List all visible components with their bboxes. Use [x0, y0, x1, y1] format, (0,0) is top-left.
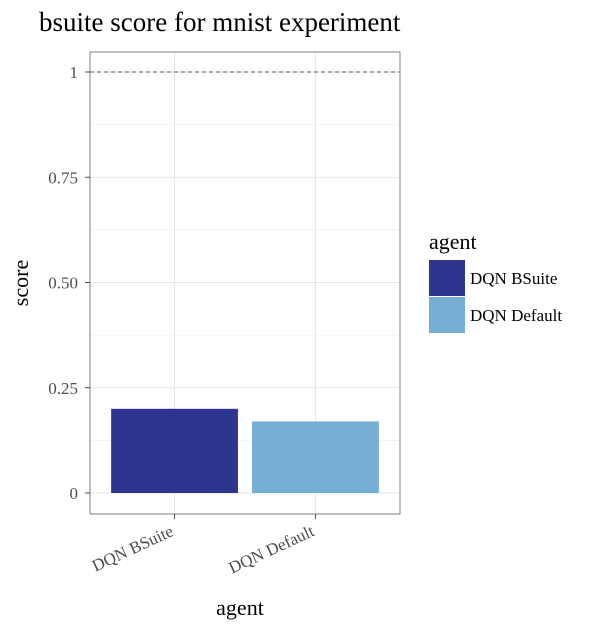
- legend-swatch: [429, 297, 465, 333]
- x-tick-label: DQN Default: [226, 521, 318, 577]
- bar: [252, 421, 379, 493]
- legend-title: agent: [429, 229, 477, 254]
- y-tick-label: 1: [70, 63, 79, 82]
- x-tick-label: DQN BSuite: [89, 521, 176, 575]
- y-axis-ticks: 0 0.25 0.50 0.75 1: [48, 63, 90, 503]
- y-axis-title: score: [8, 260, 33, 306]
- legend-entries: DQN BSuite DQN Default: [429, 260, 562, 333]
- legend-swatch: [429, 260, 465, 296]
- bars: [111, 408, 379, 493]
- x-axis-title: agent: [216, 595, 264, 620]
- y-tick-label: 0.50: [48, 274, 78, 293]
- chart-title: bsuite score for mnist experiment: [39, 7, 401, 37]
- y-tick-label: 0.25: [48, 379, 78, 398]
- y-tick-label: 0.75: [48, 168, 78, 187]
- legend: agent DQN BSuite DQN Default: [429, 229, 562, 333]
- legend-label: DQN Default: [470, 306, 562, 325]
- x-axis-ticks: DQN BSuite DQN Default: [89, 514, 317, 578]
- legend-label: DQN BSuite: [470, 269, 557, 288]
- y-tick-label: 0: [70, 484, 79, 503]
- bar: [111, 408, 238, 493]
